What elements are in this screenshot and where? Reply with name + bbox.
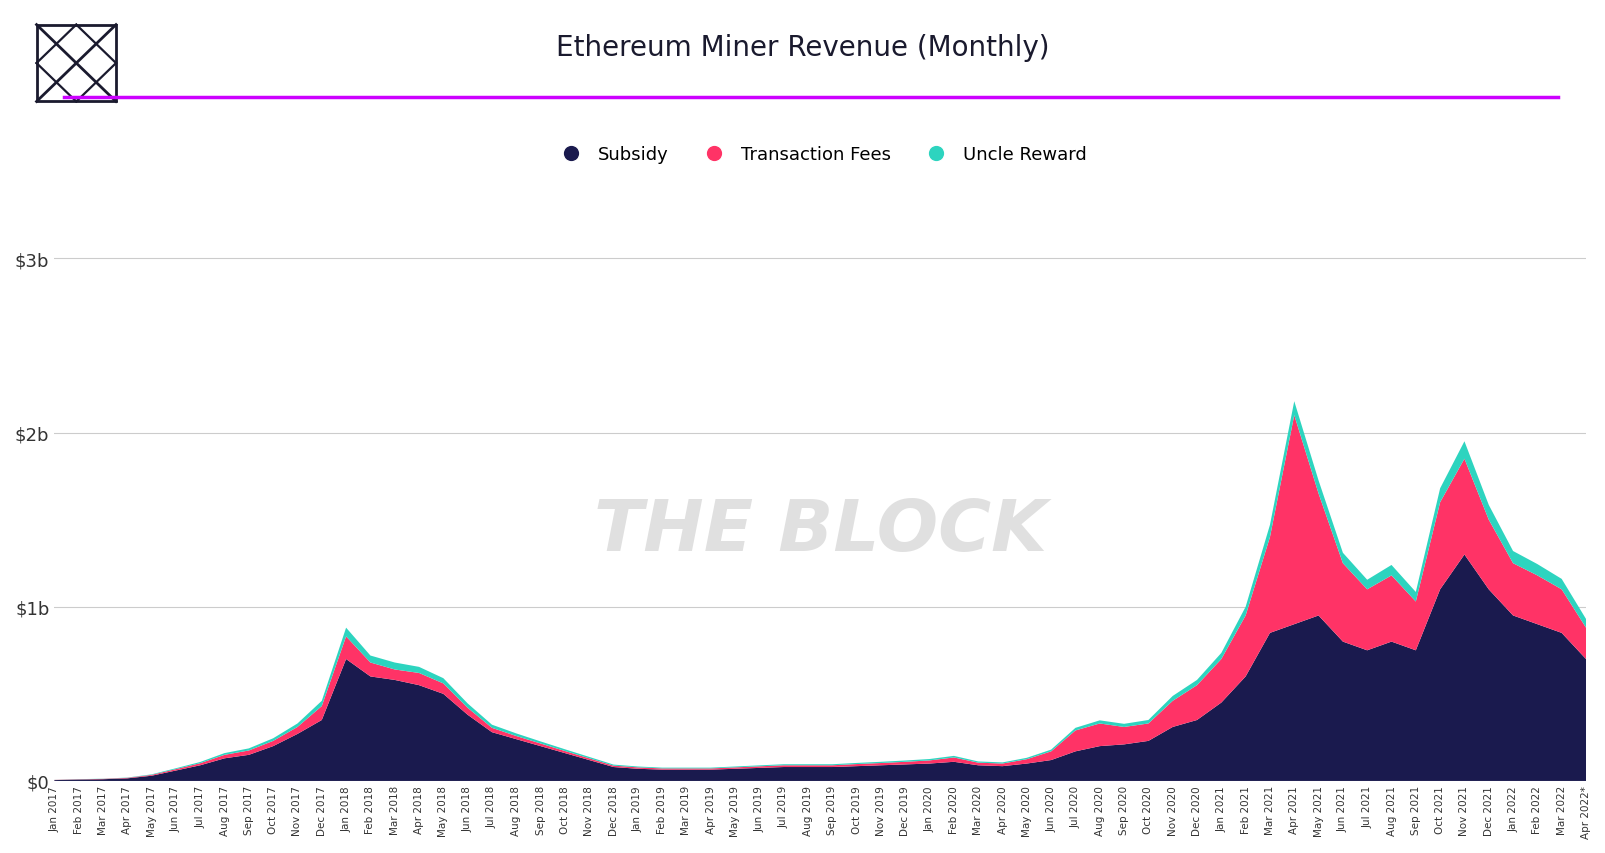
Text: THE BLOCK: THE BLOCK: [594, 496, 1046, 565]
Text: Ethereum Miner Revenue (Monthly): Ethereum Miner Revenue (Monthly): [555, 34, 1050, 62]
Legend: Subsidy, Transaction Fees, Uncle Reward: Subsidy, Transaction Fees, Uncle Reward: [546, 138, 1093, 171]
